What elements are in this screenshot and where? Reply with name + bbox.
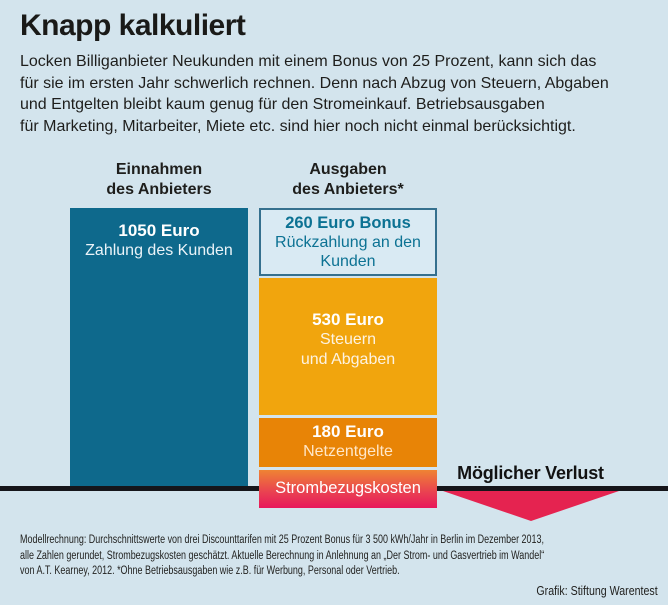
bonus-label: Rückzahlung an den Kunden [275, 234, 421, 270]
gridfees-label: Netzentgelte [303, 443, 393, 460]
loss-arrow-down-icon [443, 491, 619, 521]
bonus-value: 260 Euro Bonus [285, 214, 411, 232]
taxes-label: Steuern und Abgaben [300, 331, 396, 368]
taxes-value: 530 Euro [312, 310, 384, 329]
gridfees-value: 180 Euro [312, 422, 384, 441]
credit-text: Grafik: Stiftung Warentest [536, 584, 658, 598]
possible-loss-label: Möglicher Verlust [457, 463, 604, 483]
energycosts-label: Strombezugskosten [275, 479, 421, 497]
expense-segment-bonus: 260 Euro Bonus Rückzahlung an den Kunden [259, 208, 437, 276]
expense-segment-energycosts: Strombezugskosten [259, 470, 437, 508]
footnote-text: Modellrechnung: Durchschnittswerte von d… [20, 534, 545, 577]
expense-segment-taxes: 530 Euro Steuern und Abgaben [259, 278, 437, 415]
income-label: Zahlung des Kunden [85, 242, 233, 259]
chart-title: Knapp kalkuliert [20, 9, 246, 42]
column-header-expenses: Ausgaben des Anbieters* [292, 161, 404, 198]
income-value: 1050 Euro [118, 221, 200, 240]
intro-paragraph: Locken Billiganbieter Neukunden mit eine… [20, 53, 609, 135]
expense-segment-gridfees: 180 Euro Netzentgelte [259, 418, 437, 467]
income-bar: 1050 Euro Zahlung des Kunden [70, 208, 248, 486]
column-header-income: Einnahmen des Anbieters [106, 161, 212, 198]
